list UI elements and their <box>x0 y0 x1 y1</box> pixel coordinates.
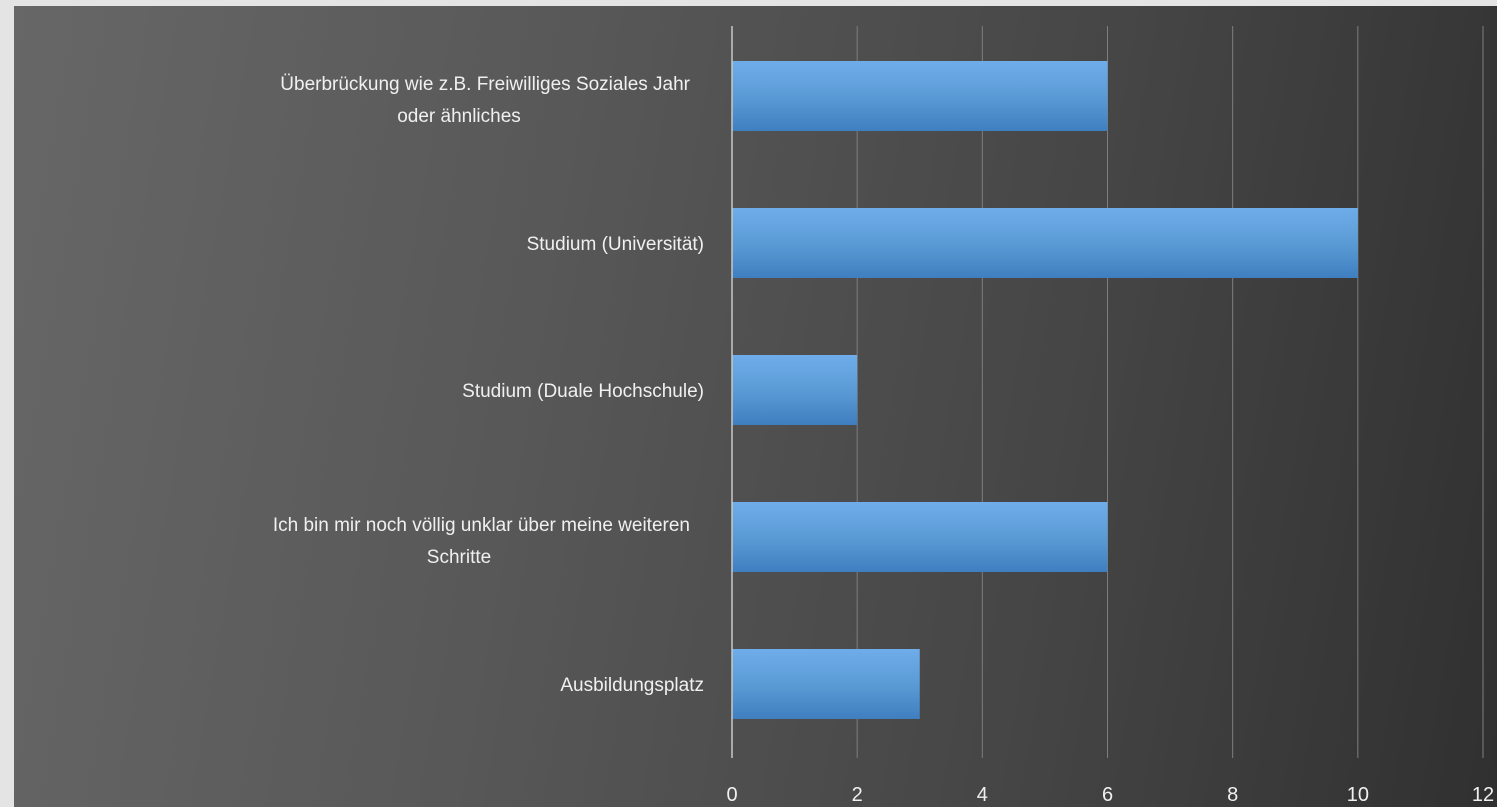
bar <box>732 355 858 425</box>
gridlines <box>856 26 1484 758</box>
category-label: Ich bin mir noch völlig unklar über mein… <box>273 515 690 568</box>
bar <box>732 61 1108 131</box>
x-tick-label: 4 <box>977 784 988 806</box>
x-tick-labels: 0 2 4 6 8 10 12 <box>726 784 1494 806</box>
category-label: Überbrückung wie z.B. Freiwilliges Sozia… <box>280 74 690 127</box>
category-label: Ausbildungsplatz <box>560 675 704 696</box>
bar <box>732 208 1358 278</box>
category-label: Studium (Duale Hochschule) <box>462 381 704 402</box>
category-labels: Ausbildungsplatz Ich bin mir noch völlig … <box>273 74 704 696</box>
bar-chart: Ausbildungsplatz Ich bin mir noch völlig … <box>273 26 1494 806</box>
x-tick-label: 6 <box>1102 784 1113 806</box>
x-tick-label: 0 <box>726 784 737 806</box>
x-tick-label: 10 <box>1347 784 1369 806</box>
category-label: Studium (Universität) <box>527 234 704 255</box>
x-tick-label: 12 <box>1472 784 1494 806</box>
bar <box>732 502 1108 572</box>
x-tick-label: 2 <box>852 784 863 806</box>
bars <box>732 61 1358 719</box>
bar <box>732 649 920 719</box>
chart-panel: Ausbildungsplatz Ich bin mir noch völlig … <box>14 6 1497 807</box>
x-tick-label: 8 <box>1227 784 1238 806</box>
